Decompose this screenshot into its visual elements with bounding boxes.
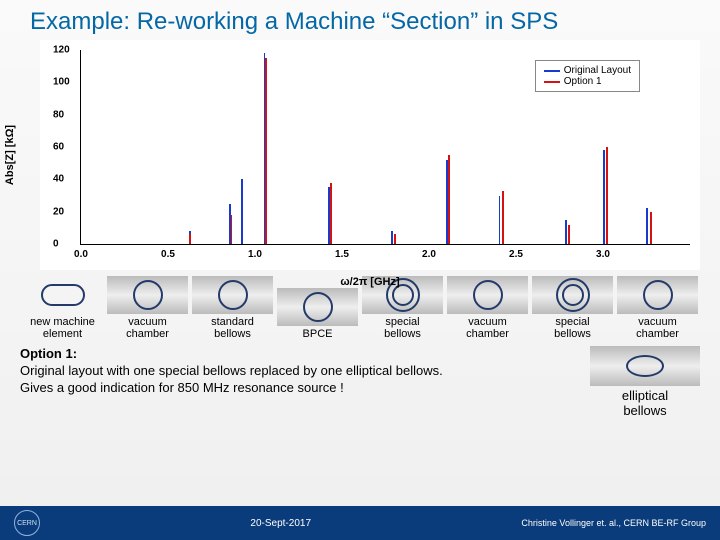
spectrum-peak: [502, 191, 504, 244]
legend-swatch: [544, 70, 560, 72]
element-shape-cell: [277, 288, 358, 326]
footer-credit: Christine Vollinger et. al., CERN BE-RF …: [521, 518, 706, 528]
y-tick: 60: [53, 142, 64, 153]
x-tick: 0.5: [161, 249, 175, 260]
legend-swatch: [544, 81, 560, 83]
y-tick: 100: [53, 77, 70, 88]
element-label: specialbellows: [362, 316, 443, 340]
option-heading: Option 1:: [20, 346, 77, 361]
y-tick: 120: [53, 45, 70, 56]
footer-bar: CERN 20-Sept-2017 Christine Vollinger et…: [0, 506, 720, 540]
element-shape-cell: [447, 276, 528, 314]
y-tick: 0: [53, 239, 59, 250]
spectrum-peak: [499, 196, 501, 245]
x-tick: 1.0: [248, 249, 262, 260]
legend-label: Option 1: [564, 76, 602, 87]
footer-date: 20-Sept-2017: [40, 518, 521, 529]
element-label: standardbellows: [192, 316, 273, 340]
element-label: vacuumchamber: [107, 316, 188, 340]
machine-element: BPCE: [275, 288, 360, 340]
circle-icon: [303, 292, 333, 322]
x-tick: 3.0: [596, 249, 610, 260]
spectrum-peak: [650, 212, 652, 244]
element-shape-cell: [192, 276, 273, 314]
option-text: Option 1: Original layout with one speci…: [20, 346, 572, 397]
cern-logo: CERN: [14, 510, 40, 536]
element-label: new machineelement: [22, 316, 103, 340]
element-shape-cell: [107, 276, 188, 314]
circle-icon: [473, 280, 503, 310]
element-label: vacuumchamber: [617, 316, 698, 340]
y-tick: 80: [53, 109, 64, 120]
spectrum-peak: [603, 150, 605, 244]
spectrum-peak: [394, 234, 396, 244]
element-label: BPCE: [277, 328, 358, 340]
machine-element: vacuumchamber: [105, 276, 190, 340]
spectrum-peak: [448, 155, 450, 244]
spectrum-peak: [606, 147, 608, 244]
legend-label: Original Layout: [564, 65, 631, 76]
spectrum-peak: [646, 208, 648, 244]
machine-element: new machineelement: [20, 276, 105, 340]
circle-icon: [133, 280, 163, 310]
circle-icon: [643, 280, 673, 310]
machine-element: vacuumchamber: [445, 276, 530, 340]
capsule-icon: [41, 284, 85, 306]
legend-row: Original Layout: [544, 65, 631, 76]
spectrum-peak: [189, 234, 191, 244]
x-tick: 2.5: [509, 249, 523, 260]
element-label: vacuumchamber: [447, 316, 528, 340]
spectrum-peak: [568, 225, 570, 244]
circle-icon: [218, 280, 248, 310]
x-axis-label: ω/2π [GHz]: [340, 276, 399, 288]
chart-legend: Original LayoutOption 1: [535, 60, 640, 92]
option-row: Option 1: Original layout with one speci…: [20, 346, 700, 418]
machine-element: vacuumchamber: [615, 276, 700, 340]
y-axis-label: Abs[Z] [kΩ]: [4, 125, 16, 185]
elliptical-shape-cell: [590, 346, 700, 386]
spectrum-peak: [391, 231, 393, 244]
element-shape-cell: [22, 276, 103, 314]
option-body: Original layout with one special bellows…: [20, 363, 443, 395]
impedance-chart: Abs[Z] [kΩ] 0204060801001200.00.51.01.52…: [40, 40, 700, 270]
element-shape-cell: [617, 276, 698, 314]
y-tick: 40: [53, 174, 64, 185]
elliptical-label: ellipticalbellows: [590, 388, 700, 418]
machine-element: specialbellows: [530, 276, 615, 340]
double-circle-icon: [556, 278, 590, 312]
x-tick: 2.0: [422, 249, 436, 260]
x-tick: 1.5: [335, 249, 349, 260]
slide-title: Example: Re-working a Machine “Section” …: [0, 0, 720, 40]
spectrum-peak: [565, 220, 567, 244]
elliptical-bellows-block: ellipticalbellows: [590, 346, 700, 418]
element-shape-cell: [532, 276, 613, 314]
spectrum-peak: [265, 58, 267, 244]
y-tick: 20: [53, 206, 64, 217]
spectrum-peak: [330, 183, 332, 244]
ellipse-icon: [626, 355, 664, 377]
element-label: specialbellows: [532, 316, 613, 340]
machine-element: standardbellows: [190, 276, 275, 340]
spectrum-peak: [231, 215, 233, 244]
x-tick: 0.0: [74, 249, 88, 260]
legend-row: Option 1: [544, 76, 631, 87]
spectrum-peak: [241, 179, 243, 244]
